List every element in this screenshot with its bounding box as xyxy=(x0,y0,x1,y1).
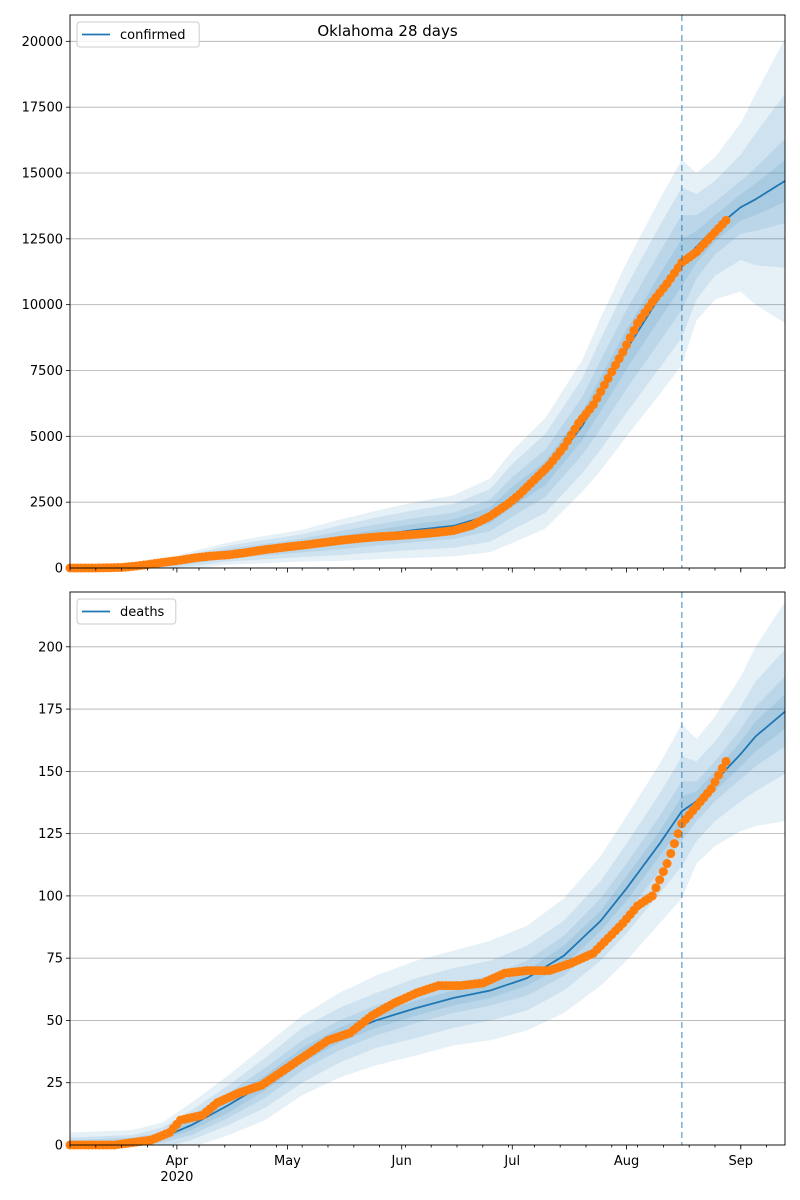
observed-point xyxy=(721,756,731,766)
observed-point xyxy=(592,393,602,403)
legend-label: deaths xyxy=(120,605,165,620)
uncertainty-band xyxy=(681,159,785,287)
x-tick-label: May xyxy=(274,1154,301,1169)
y-tick-label: 15000 xyxy=(22,167,63,182)
uncertainty-band xyxy=(70,159,682,568)
uncertainty-band xyxy=(681,138,785,310)
observed-point xyxy=(673,829,683,839)
axes-frame xyxy=(69,14,786,569)
y-tick-label: 7500 xyxy=(30,364,63,379)
observed-point xyxy=(607,367,617,377)
observed-point xyxy=(614,354,624,364)
observed-point xyxy=(647,891,657,901)
y-tick-label: 100 xyxy=(38,889,63,904)
observed-point xyxy=(669,839,679,849)
chart-title: Oklahoma 28 days xyxy=(317,22,458,40)
observed-point xyxy=(651,883,661,893)
uncertainty-band xyxy=(681,38,785,366)
observed-point xyxy=(603,373,613,383)
observed-point xyxy=(588,400,598,410)
observed-point xyxy=(625,333,635,343)
confirmed-panel: 0 2500 5000 7500 10000 12500 15000 17500 20000 Ok… xyxy=(22,14,786,577)
observed-point xyxy=(721,215,731,225)
x-tick-label: Jul xyxy=(503,1154,520,1169)
y-tick-label: 0 xyxy=(55,562,63,577)
legend-box xyxy=(76,598,177,625)
y-tick-label: 2500 xyxy=(30,496,63,511)
y-tick-label: 17500 xyxy=(22,101,63,116)
y-tick-label: 0 xyxy=(55,1139,63,1154)
observed-point xyxy=(596,387,606,397)
y-tick-label: 20000 xyxy=(22,35,63,50)
observed-point xyxy=(599,380,609,390)
observed-point xyxy=(662,859,672,869)
observed-point xyxy=(710,777,720,787)
legend-box xyxy=(76,21,200,48)
uncertainty-band xyxy=(70,187,682,569)
uncertainty-band xyxy=(70,724,682,1145)
y-tick-label: 50 xyxy=(46,1014,63,1029)
deaths-panel: 0 25 50 75 100 125 150 175 200 Apr May Jun Jul Aug Sep… xyxy=(38,591,786,1185)
observed-point xyxy=(610,360,620,370)
x-tick-label: Aug xyxy=(614,1154,639,1169)
uncertainty-band xyxy=(70,756,682,1145)
y-tick-label: 12500 xyxy=(22,232,63,247)
observed-point xyxy=(714,770,724,780)
observed-point xyxy=(618,347,628,357)
y-tick-label: 150 xyxy=(38,765,63,780)
model-line xyxy=(69,710,786,1146)
y-tick-label: 175 xyxy=(38,703,63,718)
y-tick-label: 200 xyxy=(38,640,63,655)
x-year-label: 2020 xyxy=(160,1170,193,1185)
y-tick-label: 25 xyxy=(46,1076,63,1091)
y-tick-label: 75 xyxy=(46,952,63,967)
observed-point xyxy=(622,340,632,350)
observed-point xyxy=(658,867,668,877)
legend: confirmed xyxy=(76,21,200,48)
uncertainty-band xyxy=(681,649,785,867)
uncertainty-band xyxy=(681,94,785,338)
x-tick-label: Apr xyxy=(166,1154,189,1169)
y-tick-label: 10000 xyxy=(22,298,63,313)
x-tick-label: Jun xyxy=(391,1154,412,1169)
x-tick-label: Sep xyxy=(729,1154,754,1169)
uncertainty-band xyxy=(681,601,785,899)
observed-point xyxy=(666,849,676,859)
observed-point xyxy=(655,875,665,885)
observed-point xyxy=(717,763,727,773)
legend: deaths xyxy=(76,598,177,625)
legend-label: confirmed xyxy=(120,28,186,43)
observed-point xyxy=(706,784,716,794)
observed-point xyxy=(629,325,639,335)
y-tick-label: 5000 xyxy=(30,430,63,445)
y-tick-label: 125 xyxy=(38,827,63,842)
axes-frame xyxy=(69,591,786,1146)
